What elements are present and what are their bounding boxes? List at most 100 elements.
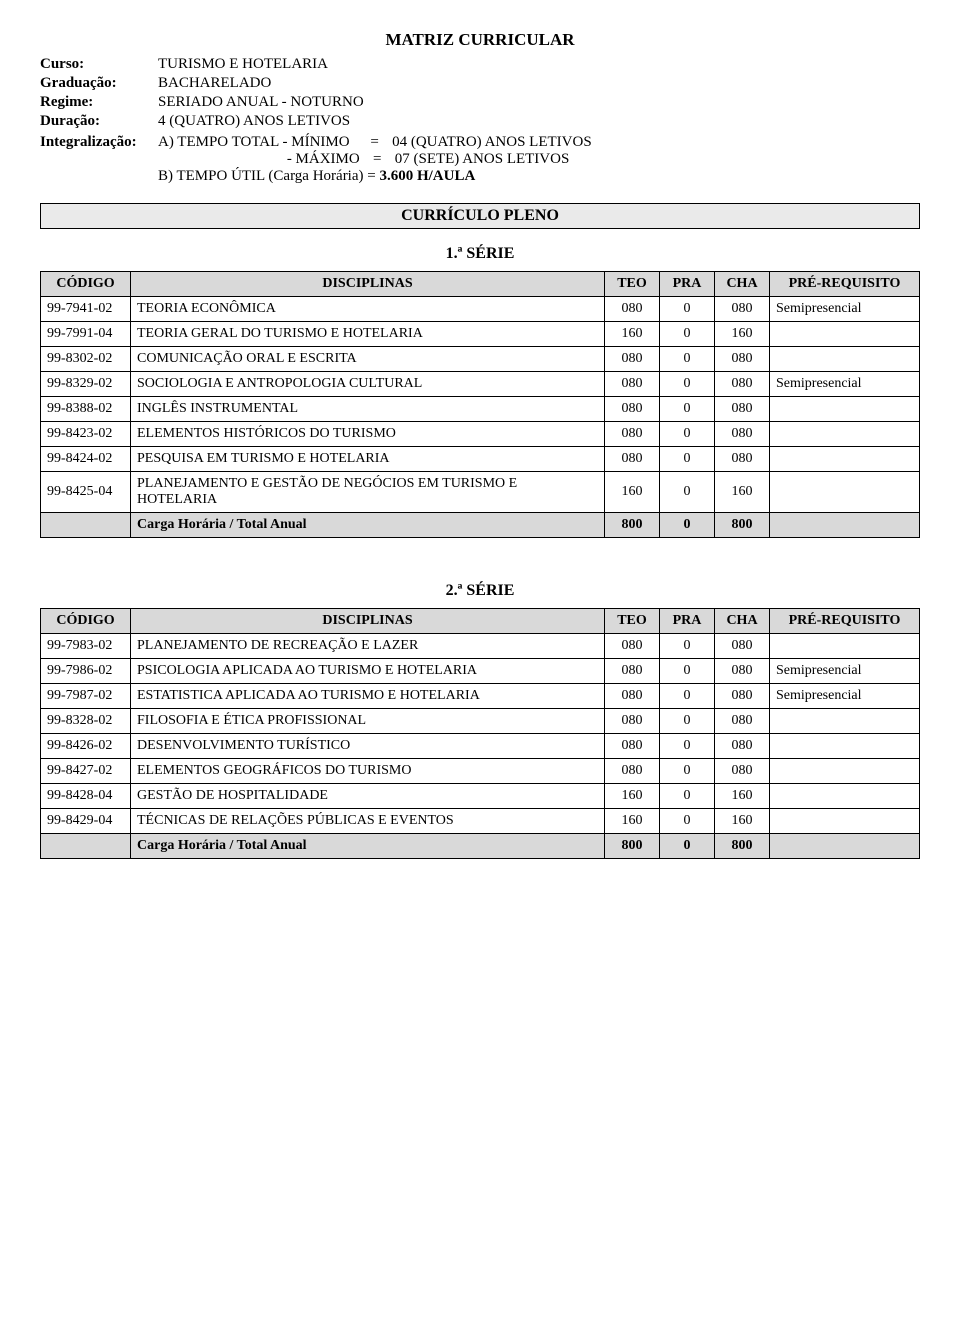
table-total-row: Carga Horária / Total Anual8000800 <box>41 834 920 859</box>
cell-disciplina: TEORIA ECONÔMICA <box>131 297 605 322</box>
integral-a2-eq: = <box>367 151 387 168</box>
table-row: 99-7986-02PSICOLOGIA APLICADA AO TURISMO… <box>41 659 920 684</box>
cell-cha: 080 <box>715 372 770 397</box>
cell-cha: 080 <box>715 659 770 684</box>
cell-cha: 080 <box>715 397 770 422</box>
cell-teo: 080 <box>605 634 660 659</box>
cell-teo: 080 <box>605 759 660 784</box>
cell-codigo: 99-7991-04 <box>41 322 131 347</box>
table-row: 99-8428-04GESTÃO DE HOSPITALIDADE1600160 <box>41 784 920 809</box>
value-graduacao: BACHARELADO <box>158 75 920 92</box>
cell-disciplina: PESQUISA EM TURISMO E HOTELARIA <box>131 447 605 472</box>
cell-disciplina: ESTATISTICA APLICADA AO TURISMO E HOTELA… <box>131 684 605 709</box>
cell-pre-requisito <box>770 422 920 447</box>
table-row: 99-8425-04PLANEJAMENTO E GESTÃO DE NEGÓC… <box>41 472 920 513</box>
cell-disciplina: ELEMENTOS GEOGRÁFICOS DO TURISMO <box>131 759 605 784</box>
cell-pre-requisito: Semipresencial <box>770 684 920 709</box>
table-row: 99-8429-04TÉCNICAS DE RELAÇÕES PÚBLICAS … <box>41 809 920 834</box>
cell-teo: 160 <box>605 472 660 513</box>
table-header-row: CÓDIGO DISCIPLINAS TEO PRA CHA PRÉ-REQUI… <box>41 272 920 297</box>
cell-codigo: 99-7983-02 <box>41 634 131 659</box>
info-curso: Curso: TURISMO E HOTELARIA <box>40 56 920 73</box>
cell-pra: 0 <box>660 422 715 447</box>
cell-pre-requisito <box>770 709 920 734</box>
cell-pre-requisito: Semipresencial <box>770 372 920 397</box>
integral-a-text: A) TEMPO TOTAL - MÍNIMO <box>158 134 350 150</box>
cell-pra: 0 <box>660 472 715 513</box>
cell-cha: 160 <box>715 784 770 809</box>
cell-disciplina: INGLÊS INSTRUMENTAL <box>131 397 605 422</box>
cell-teo: 080 <box>605 684 660 709</box>
cell-pre-requisito <box>770 447 920 472</box>
cell-codigo: 99-8302-02 <box>41 347 131 372</box>
cell-teo: 160 <box>605 322 660 347</box>
cell-pra: 0 <box>660 684 715 709</box>
cell-codigo: 99-8429-04 <box>41 809 131 834</box>
cell-disciplina: FILOSOFIA E ÉTICA PROFISSIONAL <box>131 709 605 734</box>
cell-cha: 080 <box>715 709 770 734</box>
cell-codigo <box>41 513 131 538</box>
label-graduacao: Graduação: <box>40 75 158 92</box>
table-row: 99-8423-02ELEMENTOS HISTÓRICOS DO TURISM… <box>41 422 920 447</box>
label-curso: Curso: <box>40 56 158 73</box>
cell-teo: 080 <box>605 447 660 472</box>
cell-disciplina: PLANEJAMENTO E GESTÃO DE NEGÓCIOS EM TUR… <box>131 472 605 513</box>
table-row: 99-7991-04TEORIA GERAL DO TURISMO E HOTE… <box>41 322 920 347</box>
cell-pra: 0 <box>660 734 715 759</box>
cell-pra: 0 <box>660 447 715 472</box>
cell-pre-requisito: Semipresencial <box>770 297 920 322</box>
value-curso: TURISMO E HOTELARIA <box>158 56 920 73</box>
cell-teo: 080 <box>605 347 660 372</box>
value-regime: SERIADO ANUAL - NOTURNO <box>158 94 920 111</box>
cell-codigo: 99-8428-04 <box>41 784 131 809</box>
label-integralizacao: Integralização: <box>40 134 158 151</box>
cell-codigo: 99-8328-02 <box>41 709 131 734</box>
col-cha: CHA <box>715 272 770 297</box>
cell-disciplina: TÉCNICAS DE RELAÇÕES PÚBLICAS E EVENTOS <box>131 809 605 834</box>
table-row: 99-8328-02FILOSOFIA E ÉTICA PROFISSIONAL… <box>41 709 920 734</box>
cell-pre-requisito <box>770 472 920 513</box>
cell-cha: 080 <box>715 347 770 372</box>
integral-b-value: 3.600 H/AULA <box>379 168 475 184</box>
cell-pre-requisito <box>770 734 920 759</box>
value-duracao: 4 (QUATRO) ANOS LETIVOS <box>158 113 920 130</box>
cell-disciplina: PLANEJAMENTO DE RECREAÇÃO E LAZER <box>131 634 605 659</box>
cell-disciplina: DESENVOLVIMENTO TURÍSTICO <box>131 734 605 759</box>
cell-teo: 080 <box>605 422 660 447</box>
cell-teo: 080 <box>605 397 660 422</box>
col-codigo: CÓDIGO <box>41 609 131 634</box>
cell-codigo <box>41 834 131 859</box>
info-graduacao: Graduação: BACHARELADO <box>40 75 920 92</box>
table-row: 99-7987-02ESTATISTICA APLICADA AO TURISM… <box>41 684 920 709</box>
serie2-table: CÓDIGO DISCIPLINAS TEO PRA CHA PRÉ-REQUI… <box>40 608 920 859</box>
cell-teo: 160 <box>605 809 660 834</box>
cell-codigo: 99-8329-02 <box>41 372 131 397</box>
page-title: MATRIZ CURRICULAR <box>40 30 920 50</box>
cell-teo: 160 <box>605 784 660 809</box>
cell-codigo: 99-8426-02 <box>41 734 131 759</box>
cell-teo: 080 <box>605 297 660 322</box>
cell-teo: 800 <box>605 513 660 538</box>
cell-pre-requisito <box>770 513 920 538</box>
cell-disciplina: ELEMENTOS HISTÓRICOS DO TURISMO <box>131 422 605 447</box>
cell-pra: 0 <box>660 297 715 322</box>
cell-disciplina: GESTÃO DE HOSPITALIDADE <box>131 784 605 809</box>
cell-pra: 0 <box>660 372 715 397</box>
cell-pra: 0 <box>660 784 715 809</box>
table-row: 99-7983-02PLANEJAMENTO DE RECREAÇÃO E LA… <box>41 634 920 659</box>
cell-pra: 0 <box>660 397 715 422</box>
col-disciplinas: DISCIPLINAS <box>131 272 605 297</box>
cell-cha: 160 <box>715 809 770 834</box>
cell-teo: 080 <box>605 372 660 397</box>
integral-a2-value: 07 (SETE) ANOS LETIVOS <box>395 151 570 167</box>
integral-a-value: 04 (QUATRO) ANOS LETIVOS <box>392 134 592 150</box>
cell-cha: 080 <box>715 634 770 659</box>
cell-pre-requisito: Semipresencial <box>770 659 920 684</box>
cell-pra: 0 <box>660 759 715 784</box>
table-header-row: CÓDIGO DISCIPLINAS TEO PRA CHA PRÉ-REQUI… <box>41 609 920 634</box>
col-pra: PRA <box>660 272 715 297</box>
cell-disciplina: TEORIA GERAL DO TURISMO E HOTELARIA <box>131 322 605 347</box>
cell-cha: 160 <box>715 322 770 347</box>
cell-teo: 080 <box>605 734 660 759</box>
cell-codigo: 99-8424-02 <box>41 447 131 472</box>
